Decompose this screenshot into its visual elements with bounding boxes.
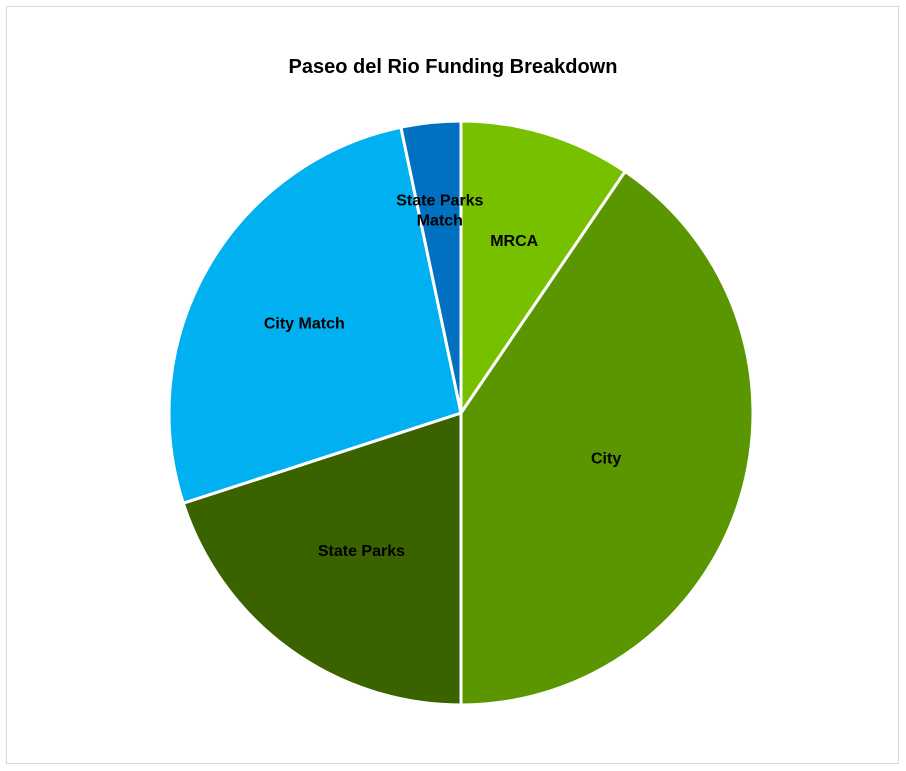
data-label-city-match: City Match bbox=[264, 315, 345, 332]
pie-slice-mrca bbox=[459, 119, 627, 415]
pie-slice-state-parks bbox=[181, 411, 463, 707]
data-label-state-parks-match: State Parks Match bbox=[396, 193, 483, 230]
pie-slice-city bbox=[459, 169, 755, 707]
pie-slice-state-parks-match bbox=[399, 119, 463, 415]
chart-title: Paseo del Rio Funding Breakdown bbox=[288, 56, 618, 78]
pie-slices bbox=[167, 119, 755, 707]
data-label-mrca: MRCA bbox=[490, 233, 538, 250]
data-label-city: City bbox=[591, 451, 621, 468]
pie-slice-city-match bbox=[167, 125, 463, 505]
pie-labels: MRCA City State Parks City Match State Parks… bbox=[264, 193, 621, 560]
data-label-state-parks: State Parks bbox=[318, 543, 405, 560]
